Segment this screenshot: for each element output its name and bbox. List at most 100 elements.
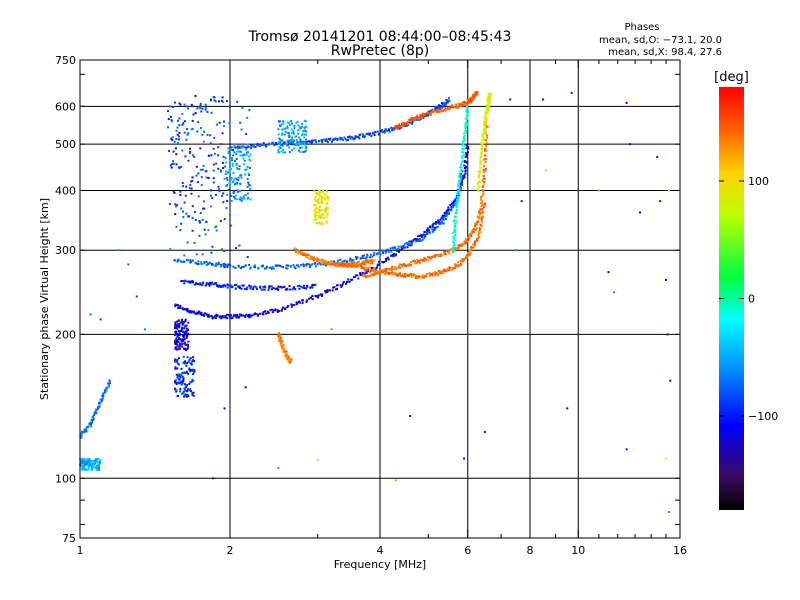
data-point <box>176 367 179 370</box>
data-point <box>422 238 425 241</box>
data-point <box>201 107 204 110</box>
data-point <box>174 323 177 326</box>
data-point <box>457 201 460 204</box>
data-point <box>467 151 469 154</box>
data-point <box>306 140 309 143</box>
data-point <box>201 314 203 317</box>
data-point <box>395 273 398 276</box>
data-point <box>182 392 185 395</box>
data-point <box>480 198 483 201</box>
data-point <box>260 288 263 291</box>
data-point <box>269 309 272 312</box>
data-point <box>81 457 84 460</box>
data-point <box>174 101 176 104</box>
data-point <box>182 185 184 188</box>
data-point <box>399 272 401 275</box>
data-point <box>486 136 488 139</box>
data-point <box>485 144 488 147</box>
data-point <box>191 179 194 182</box>
data-point <box>230 156 233 159</box>
data-point <box>397 275 400 278</box>
data-point <box>464 122 467 125</box>
data-point <box>324 291 327 294</box>
data-point <box>181 123 184 126</box>
data-point <box>462 175 465 177</box>
data-point <box>227 189 230 191</box>
data-point <box>221 100 224 103</box>
data-point <box>243 154 246 157</box>
data-point <box>224 172 227 175</box>
data-point <box>287 264 289 267</box>
data-point <box>277 333 280 336</box>
data-point <box>284 308 287 310</box>
data-point <box>205 176 208 179</box>
data-point <box>450 105 453 108</box>
data-point <box>191 360 194 363</box>
data-point <box>320 195 323 198</box>
data-point <box>193 370 196 373</box>
data-point <box>341 265 344 268</box>
data-point <box>461 151 464 154</box>
data-point <box>175 205 178 208</box>
data-point <box>91 467 94 470</box>
data-point <box>352 261 355 264</box>
data-point <box>96 465 99 468</box>
data-point <box>215 313 218 316</box>
data-point <box>187 215 190 218</box>
data-point <box>191 128 194 130</box>
data-point <box>182 361 185 364</box>
data-point <box>317 200 320 203</box>
data-point <box>484 116 486 119</box>
data-point <box>435 272 438 275</box>
data-point <box>422 276 425 279</box>
data-point <box>190 260 193 263</box>
data-point <box>297 149 300 152</box>
data-point <box>410 122 413 125</box>
data-point <box>281 308 284 311</box>
data-point <box>413 117 416 120</box>
data-point <box>212 477 215 480</box>
data-point <box>253 285 256 288</box>
data-point <box>315 214 318 217</box>
data-point <box>455 263 458 266</box>
data-point <box>418 239 421 242</box>
data-point <box>434 255 437 258</box>
data-point <box>99 318 102 321</box>
data-point <box>290 136 293 139</box>
data-point <box>192 373 194 376</box>
data-point <box>470 100 473 103</box>
data-point <box>306 262 309 265</box>
data-point <box>336 262 339 265</box>
data-point <box>431 274 434 277</box>
data-point <box>182 210 184 213</box>
data-point <box>87 425 90 428</box>
data-point <box>666 333 669 336</box>
data-point <box>285 264 288 267</box>
data-point <box>180 392 183 395</box>
data-point <box>249 188 252 190</box>
data-point <box>244 194 247 196</box>
data-point <box>311 298 314 301</box>
data-point <box>457 183 460 186</box>
data-point <box>185 370 188 373</box>
data-point <box>91 415 94 418</box>
data-point <box>91 462 93 465</box>
data-point <box>80 432 83 434</box>
data-point <box>297 285 300 288</box>
data-point <box>325 138 328 141</box>
data-point <box>489 95 492 98</box>
data-point <box>281 140 284 143</box>
data-point <box>97 407 99 410</box>
data-point <box>229 224 232 227</box>
data-point <box>219 170 222 173</box>
data-point <box>282 266 285 269</box>
data-point <box>175 379 177 382</box>
data-point <box>326 214 329 217</box>
data-point <box>176 332 179 335</box>
data-point <box>453 238 456 241</box>
data-point <box>210 205 213 208</box>
data-point <box>342 282 345 285</box>
data-point <box>378 260 381 263</box>
data-point <box>208 262 211 265</box>
data-point <box>316 260 319 263</box>
